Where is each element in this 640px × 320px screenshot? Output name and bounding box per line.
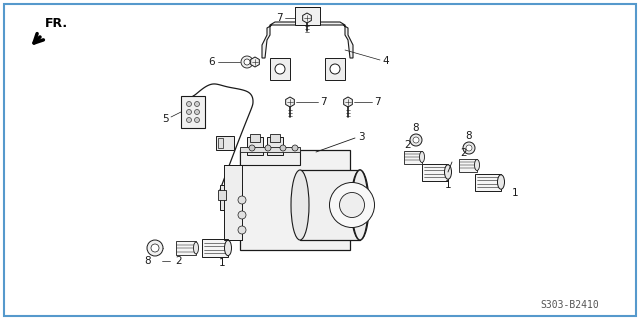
- Bar: [270, 134, 280, 142]
- Text: 8: 8: [413, 123, 419, 133]
- Bar: [240, 150, 300, 165]
- Circle shape: [147, 240, 163, 256]
- Polygon shape: [344, 97, 353, 107]
- Bar: [325, 58, 345, 80]
- Circle shape: [410, 134, 422, 146]
- Bar: [300, 170, 360, 240]
- Bar: [422, 164, 448, 180]
- Ellipse shape: [445, 165, 451, 179]
- Ellipse shape: [225, 240, 232, 256]
- Circle shape: [244, 59, 250, 65]
- Text: 2: 2: [404, 140, 412, 150]
- Bar: [250, 134, 260, 142]
- Polygon shape: [262, 22, 353, 58]
- Bar: [295, 7, 320, 25]
- Ellipse shape: [330, 182, 374, 228]
- Circle shape: [241, 56, 253, 68]
- Text: 1: 1: [445, 180, 451, 190]
- Text: FR.: FR.: [45, 17, 68, 30]
- Circle shape: [195, 109, 200, 115]
- Text: 1: 1: [219, 258, 225, 268]
- Text: 6: 6: [209, 57, 215, 67]
- Bar: [459, 158, 477, 172]
- Circle shape: [238, 211, 246, 219]
- Ellipse shape: [193, 242, 198, 254]
- Bar: [240, 147, 300, 152]
- Ellipse shape: [352, 170, 368, 240]
- Text: 3: 3: [358, 132, 365, 142]
- Text: 1: 1: [512, 188, 518, 198]
- Ellipse shape: [474, 159, 479, 171]
- Text: 7: 7: [374, 97, 381, 107]
- Circle shape: [463, 142, 475, 154]
- Circle shape: [280, 145, 286, 151]
- Circle shape: [151, 244, 159, 252]
- Bar: [270, 58, 290, 80]
- Text: 2: 2: [176, 256, 182, 266]
- Bar: [216, 136, 234, 150]
- Bar: [224, 165, 242, 240]
- Polygon shape: [285, 97, 294, 107]
- Ellipse shape: [339, 193, 365, 218]
- Text: 8: 8: [466, 131, 472, 141]
- Text: 2: 2: [461, 148, 467, 158]
- Ellipse shape: [497, 175, 504, 189]
- Circle shape: [249, 145, 255, 151]
- Polygon shape: [303, 13, 311, 23]
- Bar: [404, 150, 422, 164]
- Circle shape: [413, 137, 419, 143]
- Ellipse shape: [419, 151, 424, 163]
- Bar: [267, 137, 283, 155]
- Circle shape: [466, 145, 472, 151]
- Circle shape: [186, 117, 191, 123]
- Circle shape: [275, 64, 285, 74]
- Bar: [181, 96, 205, 128]
- Text: 5: 5: [163, 114, 169, 124]
- Ellipse shape: [351, 170, 369, 240]
- Bar: [202, 239, 228, 257]
- Circle shape: [238, 196, 246, 204]
- Circle shape: [186, 101, 191, 107]
- Circle shape: [186, 109, 191, 115]
- Text: 4: 4: [382, 56, 388, 66]
- Polygon shape: [251, 57, 259, 67]
- Bar: [475, 173, 501, 190]
- Text: 7: 7: [320, 97, 326, 107]
- Text: 8: 8: [145, 256, 151, 266]
- Bar: [247, 137, 263, 155]
- Circle shape: [238, 226, 246, 234]
- Circle shape: [195, 101, 200, 107]
- Bar: [176, 241, 196, 255]
- Circle shape: [330, 64, 340, 74]
- Bar: [240, 150, 350, 250]
- Bar: [218, 190, 226, 200]
- Circle shape: [265, 145, 271, 151]
- Bar: [218, 138, 223, 148]
- Ellipse shape: [291, 170, 309, 240]
- Circle shape: [292, 145, 298, 151]
- Text: 7: 7: [276, 13, 283, 23]
- Bar: [220, 185, 242, 210]
- Circle shape: [195, 117, 200, 123]
- Text: S303-B2410: S303-B2410: [541, 300, 600, 310]
